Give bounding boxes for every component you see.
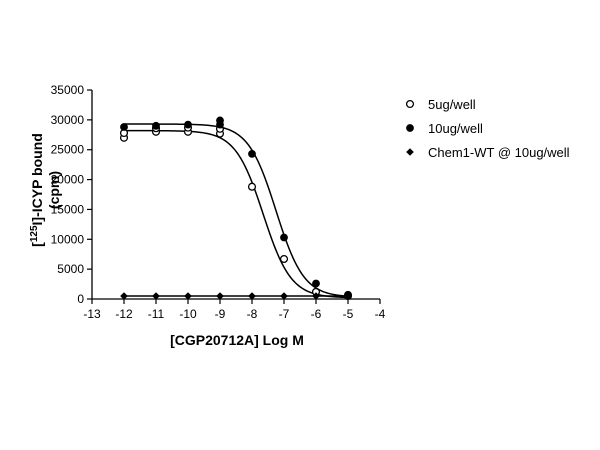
y-axis-title-main: I]-ICYP bound (29, 133, 45, 225)
data-point (184, 120, 192, 129)
x-tick-label: -6 (311, 307, 322, 321)
y-tick-label: 0 (77, 292, 84, 306)
fit-curve (124, 123, 349, 297)
data-point (216, 292, 224, 300)
data-point (344, 292, 352, 300)
data-point (152, 121, 160, 130)
legend: 5ug/well 10ug/well Chem1-WT @ 10ug/well (405, 97, 570, 160)
plot-area (119, 116, 353, 301)
y-tick-label: 15000 (51, 202, 85, 216)
x-tick-label: -4 (375, 307, 386, 321)
fit-curve (124, 129, 349, 299)
y-tick-label: 25000 (51, 143, 85, 157)
x-axis-ticks: -13 -12 -11 -10 -9 -8 -7 -6 -5 -4 (83, 299, 386, 321)
data-point (248, 292, 256, 300)
data-point (216, 116, 224, 125)
y-axis-title-superscript: 125 (29, 225, 40, 242)
legend-label: Chem1-WT @ 10ug/well (428, 145, 570, 160)
y-tick-label: 35000 (51, 83, 85, 97)
data-point (184, 292, 192, 300)
data-point (152, 292, 160, 300)
x-tick-label: -8 (247, 307, 258, 321)
y-tick-label: 30000 (51, 113, 85, 127)
data-point (280, 233, 288, 242)
series-10ug-well (120, 116, 352, 299)
x-tick-label: -10 (179, 307, 197, 321)
legend-label: 10ug/well (428, 121, 483, 136)
x-axis-title: [CGP20712A] Log M (170, 332, 304, 348)
data-point (312, 279, 320, 288)
legend-item: 5ug/well (405, 97, 476, 112)
data-point (120, 292, 128, 300)
legend-marker (406, 124, 414, 132)
legend-marker (405, 99, 415, 109)
axes: -13 -12 -11 -10 -9 -8 -7 -6 -5 -4 0 5000 10000 15000… (51, 83, 386, 321)
legend-marker (406, 148, 414, 156)
x-tick-label: -13 (83, 307, 101, 321)
data-point (280, 292, 288, 300)
x-tick-label: -12 (115, 307, 133, 321)
y-axis-title-bracket: [ (29, 242, 45, 247)
x-tick-label: -9 (215, 307, 226, 321)
x-tick-label: -11 (148, 307, 165, 321)
series-5ug-well (119, 123, 353, 301)
y-tick-label: 5000 (57, 262, 84, 276)
series-chem1-wt-10ug-well (120, 292, 352, 300)
data-point (312, 292, 320, 300)
data-point (120, 123, 128, 131)
data-point (248, 149, 256, 158)
x-tick-label: -5 (343, 307, 354, 321)
legend-item: 10ug/well (406, 121, 483, 136)
y-tick-label: 10000 (51, 232, 85, 246)
data-point (279, 254, 289, 264)
legend-item: Chem1-WT @ 10ug/well (406, 145, 570, 160)
y-axis-ticks: 0 5000 10000 15000 20000 25000 30000 35000 (51, 83, 92, 306)
y-axis-title-line1: [125I]-ICYP bound (29, 133, 45, 247)
y-axis-title: [125I]-ICYP bound (cpm) (29, 133, 62, 247)
y-tick-label: 20000 (51, 173, 85, 187)
x-tick-label: -7 (279, 307, 290, 321)
y-axis-title-line2: (cpm) (46, 171, 62, 209)
data-point (247, 182, 257, 191)
legend-label: 5ug/well (428, 97, 476, 112)
